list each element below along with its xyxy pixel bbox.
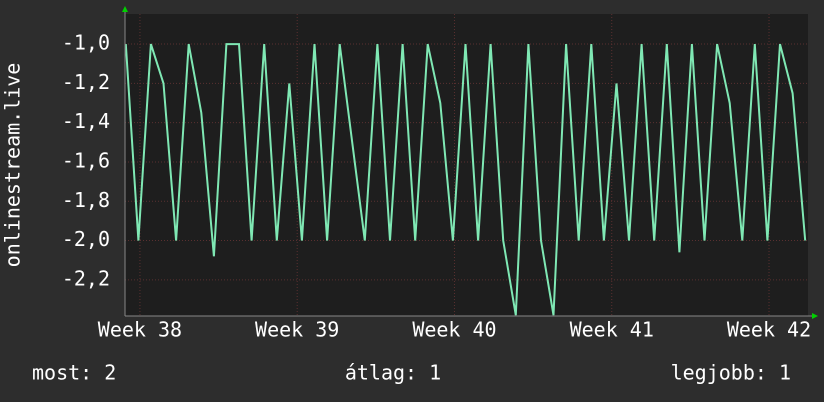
y-tick-label: -1,0	[62, 31, 110, 55]
stat-average: átlag: 1	[345, 361, 441, 385]
stat-best: legjobb: 1	[671, 361, 791, 385]
marks	[124, 43, 807, 316]
x-tick-label: Week 39	[255, 318, 339, 342]
data-line	[124, 43, 807, 316]
x-tick-label: Week 38	[98, 318, 182, 342]
y-tick-label: -2,0	[62, 227, 110, 251]
y-tick-label: -2,2	[62, 266, 110, 290]
y-axis-label: onlinestream.live	[1, 63, 25, 268]
y-tick-label: -1,4	[62, 109, 110, 133]
x-arrow	[812, 313, 818, 319]
x-tick-label: Week 40	[412, 318, 496, 342]
stat-current: most: 2	[32, 361, 116, 385]
x-tick-label: Week 42	[727, 318, 811, 342]
x-tick-label: Week 41	[570, 318, 654, 342]
y-tick-label: -1,6	[62, 148, 110, 172]
y-arrow	[122, 6, 128, 12]
y-tick-label: -1,2	[62, 70, 110, 94]
y-tick-label: -1,8	[62, 188, 110, 212]
grid	[125, 14, 808, 316]
